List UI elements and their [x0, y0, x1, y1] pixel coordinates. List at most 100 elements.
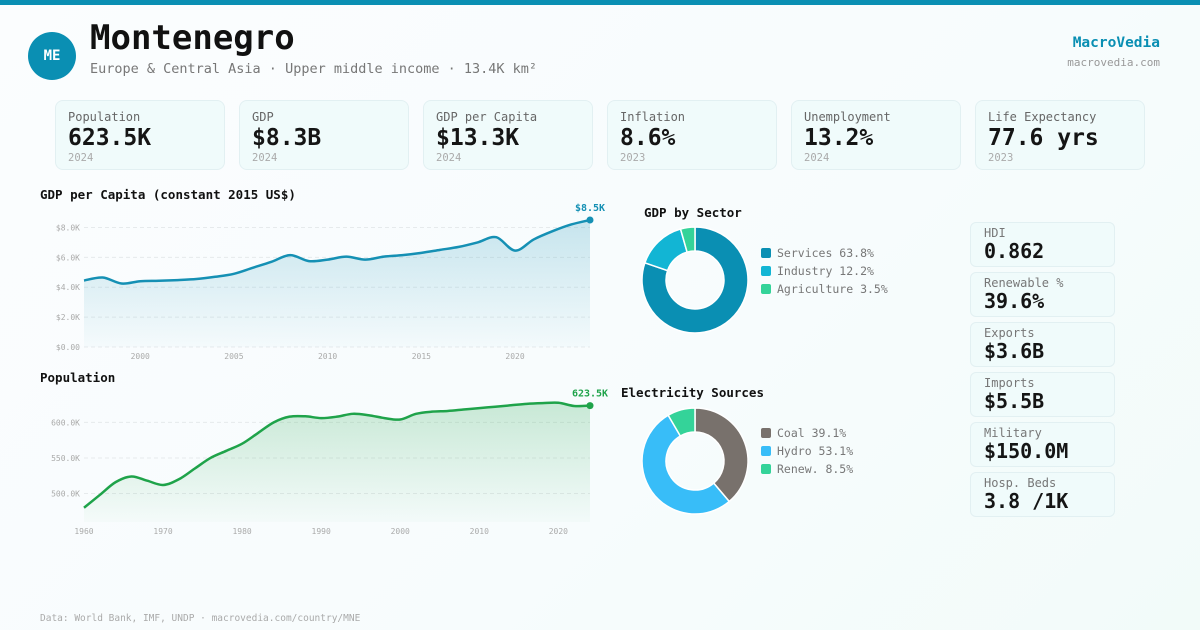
x-tick-label: 1970: [153, 527, 172, 536]
electricity-donut: [641, 407, 749, 515]
kpi-card-life-expectancy: Life Expectancy 77.6 yrs 2023: [975, 100, 1145, 170]
kpi-card-inflation: Inflation 8.6% 2023: [607, 100, 777, 170]
kpi-card-gdp: GDP $8.3B 2024: [239, 100, 409, 170]
stat-card-hospital-beds: Hosp. Beds 3.8 /1K: [970, 472, 1115, 517]
x-tick-label: 1980: [232, 527, 251, 536]
legend-item-services: Services 63.8%: [761, 244, 888, 262]
y-tick-label: 600.0K: [51, 418, 80, 427]
electricity-legend: Coal 39.1% Hydro 53.1% Renew. 8.5%: [761, 424, 853, 478]
population-chart-title: Population: [40, 370, 116, 385]
kpi-label: Inflation: [620, 110, 686, 124]
kpi-card-unemployment: Unemployment 13.2% 2024: [791, 100, 961, 170]
legend-label: Renew. 8.5%: [777, 462, 854, 476]
legend-swatch: [761, 248, 771, 258]
legend-label: Coal 39.1%: [777, 426, 847, 440]
stat-card-exports: Exports $3.6B: [970, 322, 1115, 367]
kpi-value: 8.6%: [620, 125, 676, 151]
slice-coal: [694, 407, 749, 503]
kpi-card-gdp-per-capita: GDP per Capita $13.3K 2024: [423, 100, 593, 170]
y-tick-label: 500.0K: [51, 490, 80, 499]
kpi-label: GDP: [252, 110, 274, 124]
stat-value: $5.5B: [984, 389, 1045, 413]
y-tick-label: $2.0K: [56, 313, 80, 322]
stat-value: 0.862: [984, 239, 1045, 263]
kpi-value: $8.3B: [252, 125, 322, 151]
legend-item-agriculture: Agriculture 3.5%: [761, 280, 888, 298]
side-stats: HDI 0.862 Renewable % 39.6% Exports $3.6…: [970, 222, 1115, 517]
kpi-year: 2023: [620, 152, 646, 164]
stat-label: HDI: [984, 226, 1006, 240]
x-tick-label: 1990: [312, 527, 331, 536]
slice-agriculture: [679, 226, 696, 254]
stat-card-renewable: Renewable % 39.6%: [970, 272, 1115, 317]
area-fill: [84, 402, 590, 522]
electricity-chart-title: Electricity Sources: [621, 385, 764, 400]
brand-logo[interactable]: MacroVedia: [1072, 35, 1160, 51]
area-fill: [84, 220, 590, 347]
x-tick-label: 2010: [318, 352, 337, 361]
stat-value: 39.6%: [984, 289, 1045, 313]
gdp-per-capita-chart-title: GDP per Capita (constant 2015 US$): [40, 187, 296, 202]
kpi-card-population: Population 623.5K 2024: [55, 100, 225, 170]
slice-industry: [643, 228, 689, 272]
kpi-year: 2024: [68, 152, 94, 164]
series-line: [83, 401, 591, 509]
legend-item-industry: Industry 12.2%: [761, 262, 888, 280]
x-tick-label: 2005: [224, 352, 243, 361]
stat-value: 3.8 /1K: [984, 489, 1069, 513]
legend-swatch: [761, 266, 771, 276]
kpi-year: 2024: [436, 152, 462, 164]
footer-source: Data: World Bank, IMF, UNDP · macrovedia…: [40, 613, 361, 624]
kpi-row: Population 623.5K 2024 GDP $8.3B 2024 GD…: [55, 100, 1145, 170]
stat-label: Exports: [984, 326, 1035, 340]
stat-card-hdi: HDI 0.862: [970, 222, 1115, 267]
gdp-sector-legend: Services 63.8% Industry 12.2% Agricultur…: [761, 244, 888, 298]
slice-hydro: [641, 414, 731, 515]
page-title: Montenegro: [90, 18, 295, 58]
legend-label: Hydro 53.1%: [777, 444, 854, 458]
kpi-label: Unemployment: [804, 110, 891, 124]
legend-item-hydro: Hydro 53.1%: [761, 442, 853, 460]
slice-renew: [667, 407, 696, 438]
legend-swatch: [761, 464, 771, 474]
gdp-per-capita-chart: $0.00 $2.0K $4.0K $6.0K $8.0K 2000 2005 2010 201…: [56, 203, 605, 361]
stat-value: $150.0M: [984, 439, 1069, 463]
stat-card-military: Military $150.0M: [970, 422, 1115, 467]
slice-services: [641, 226, 749, 334]
kpi-label: GDP per Capita: [436, 110, 538, 124]
country-subtitle: Europe & Central Asia · Upper middle inc…: [90, 61, 538, 77]
end-value-label: $8.5K: [575, 203, 605, 214]
brand-url[interactable]: macrovedia.com: [1067, 56, 1160, 69]
x-tick-label: 1960: [74, 527, 93, 536]
x-tick-label: 2010: [470, 527, 489, 536]
kpi-value: 623.5K: [68, 125, 152, 151]
legend-item-coal: Coal 39.1%: [761, 424, 853, 442]
top-accent-bar: [0, 0, 1200, 5]
legend-label: Agriculture 3.5%: [777, 282, 888, 296]
stat-label: Imports: [984, 376, 1035, 390]
kpi-year: 2024: [804, 152, 830, 164]
stat-label: Military: [984, 426, 1042, 440]
population-chart: 500.0K 550.0K 600.0K 1960 1970 1980 1990 2000 20…: [51, 389, 608, 536]
country-code: ME: [43, 48, 61, 64]
y-tick-label: $0.00: [56, 343, 80, 352]
country-code-avatar: ME: [28, 32, 76, 80]
x-tick-label: 2000: [131, 352, 150, 361]
stat-label: Hosp. Beds: [984, 476, 1057, 490]
legend-item-renewables: Renew. 8.5%: [761, 460, 853, 478]
y-tick-label: $4.0K: [56, 283, 80, 292]
gdp-sector-donut: [641, 226, 749, 334]
x-tick-label: 2015: [412, 352, 431, 361]
kpi-value: 77.6 yrs: [988, 125, 1099, 151]
kpi-value: 13.2%: [804, 125, 874, 151]
end-point: [586, 402, 594, 410]
y-tick-label: $6.0K: [56, 253, 80, 262]
stat-label: Renewable %: [984, 276, 1064, 290]
kpi-label: Population: [68, 110, 141, 124]
legend-swatch: [761, 446, 771, 456]
kpi-value: $13.3K: [436, 125, 520, 151]
x-tick-label: 2020: [549, 527, 568, 536]
gdp-sector-chart-title: GDP by Sector: [644, 205, 742, 220]
stat-value: $3.6B: [984, 339, 1045, 363]
